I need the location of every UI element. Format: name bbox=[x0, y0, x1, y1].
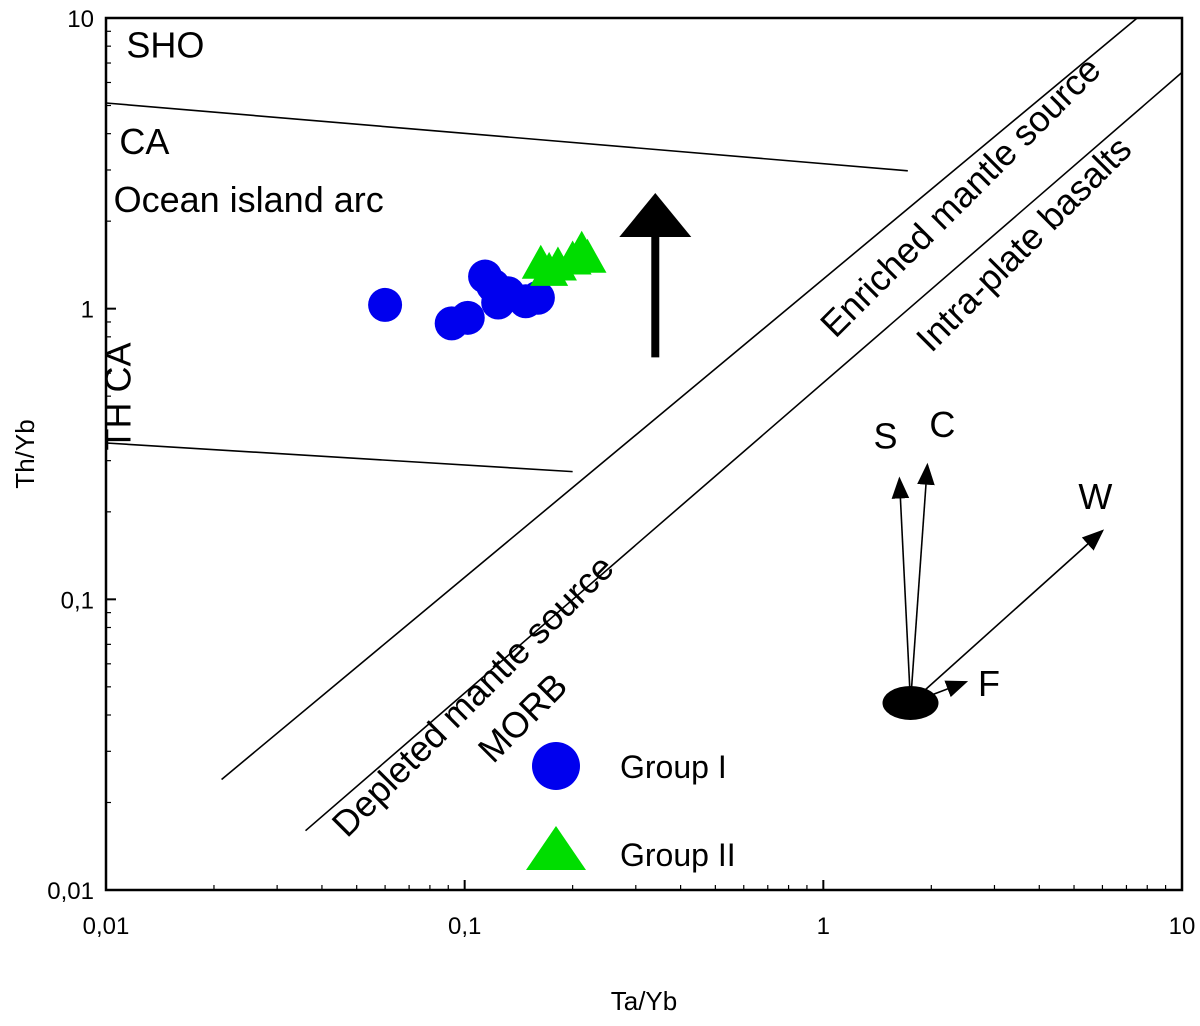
mantle-array-upper bbox=[221, 17, 1138, 781]
x-tick-label-1: 0,1 bbox=[448, 913, 481, 940]
y-tick-label-3: 10 bbox=[67, 6, 94, 33]
group-i-point-0 bbox=[368, 287, 403, 322]
process-vectors: S C W F bbox=[873, 404, 1112, 720]
plot-frame bbox=[104, 16, 1184, 892]
vector-c-arrow bbox=[909, 462, 935, 704]
vector-label-s: S bbox=[873, 416, 897, 457]
x-tick-label-2: 1 bbox=[817, 913, 830, 940]
y-tick-label-0: 0,01 bbox=[47, 878, 94, 905]
y-tick-label-1: 0,1 bbox=[61, 587, 94, 614]
boundary-lines bbox=[105, 17, 1183, 832]
y-tick-label-2: 1 bbox=[81, 297, 94, 324]
legend: Group I Group II bbox=[526, 742, 736, 873]
ca-th-boundary bbox=[105, 442, 573, 473]
vector-w-arrow bbox=[909, 529, 1105, 704]
group-ii-point-5 bbox=[568, 238, 607, 273]
trend-arrow-head bbox=[619, 192, 692, 237]
region-label-2: Ocean island arc bbox=[114, 179, 384, 220]
legend-label-1: Group II bbox=[620, 837, 736, 873]
axis-ticks: 0,01 0,1 1 10 0,01 0,1 1 10 bbox=[47, 6, 1195, 940]
group-i-point-8 bbox=[520, 280, 555, 315]
vector-label-f: F bbox=[978, 663, 1000, 704]
legend-marker-group-ii bbox=[526, 826, 586, 870]
x-axis-title: Ta/Yb bbox=[611, 986, 678, 1016]
region-label-0: SHO bbox=[126, 25, 204, 66]
x-tick-label-0: 0,01 bbox=[83, 913, 130, 940]
legend-marker-group-i bbox=[532, 742, 580, 790]
sho-ca-boundary bbox=[105, 102, 908, 172]
x-tick-label-3: 10 bbox=[1169, 913, 1196, 940]
region-label-6: Depleted mantle source bbox=[324, 547, 622, 845]
region-label-5: Intra-plate basalts bbox=[908, 128, 1139, 359]
region-label-3: TH CA bbox=[97, 343, 138, 451]
group-i-point-2 bbox=[450, 300, 485, 335]
y-axis-title: Th/Yb bbox=[10, 419, 40, 488]
data-points bbox=[368, 230, 607, 341]
vector-label-c: C bbox=[929, 404, 955, 445]
vector-origin bbox=[882, 685, 939, 720]
vector-s-arrow bbox=[891, 476, 912, 704]
vector-label-w: W bbox=[1078, 476, 1112, 517]
legend-label-0: Group I bbox=[620, 749, 727, 785]
region-label-1: CA bbox=[119, 121, 169, 162]
mantle-array-lower bbox=[305, 71, 1183, 832]
